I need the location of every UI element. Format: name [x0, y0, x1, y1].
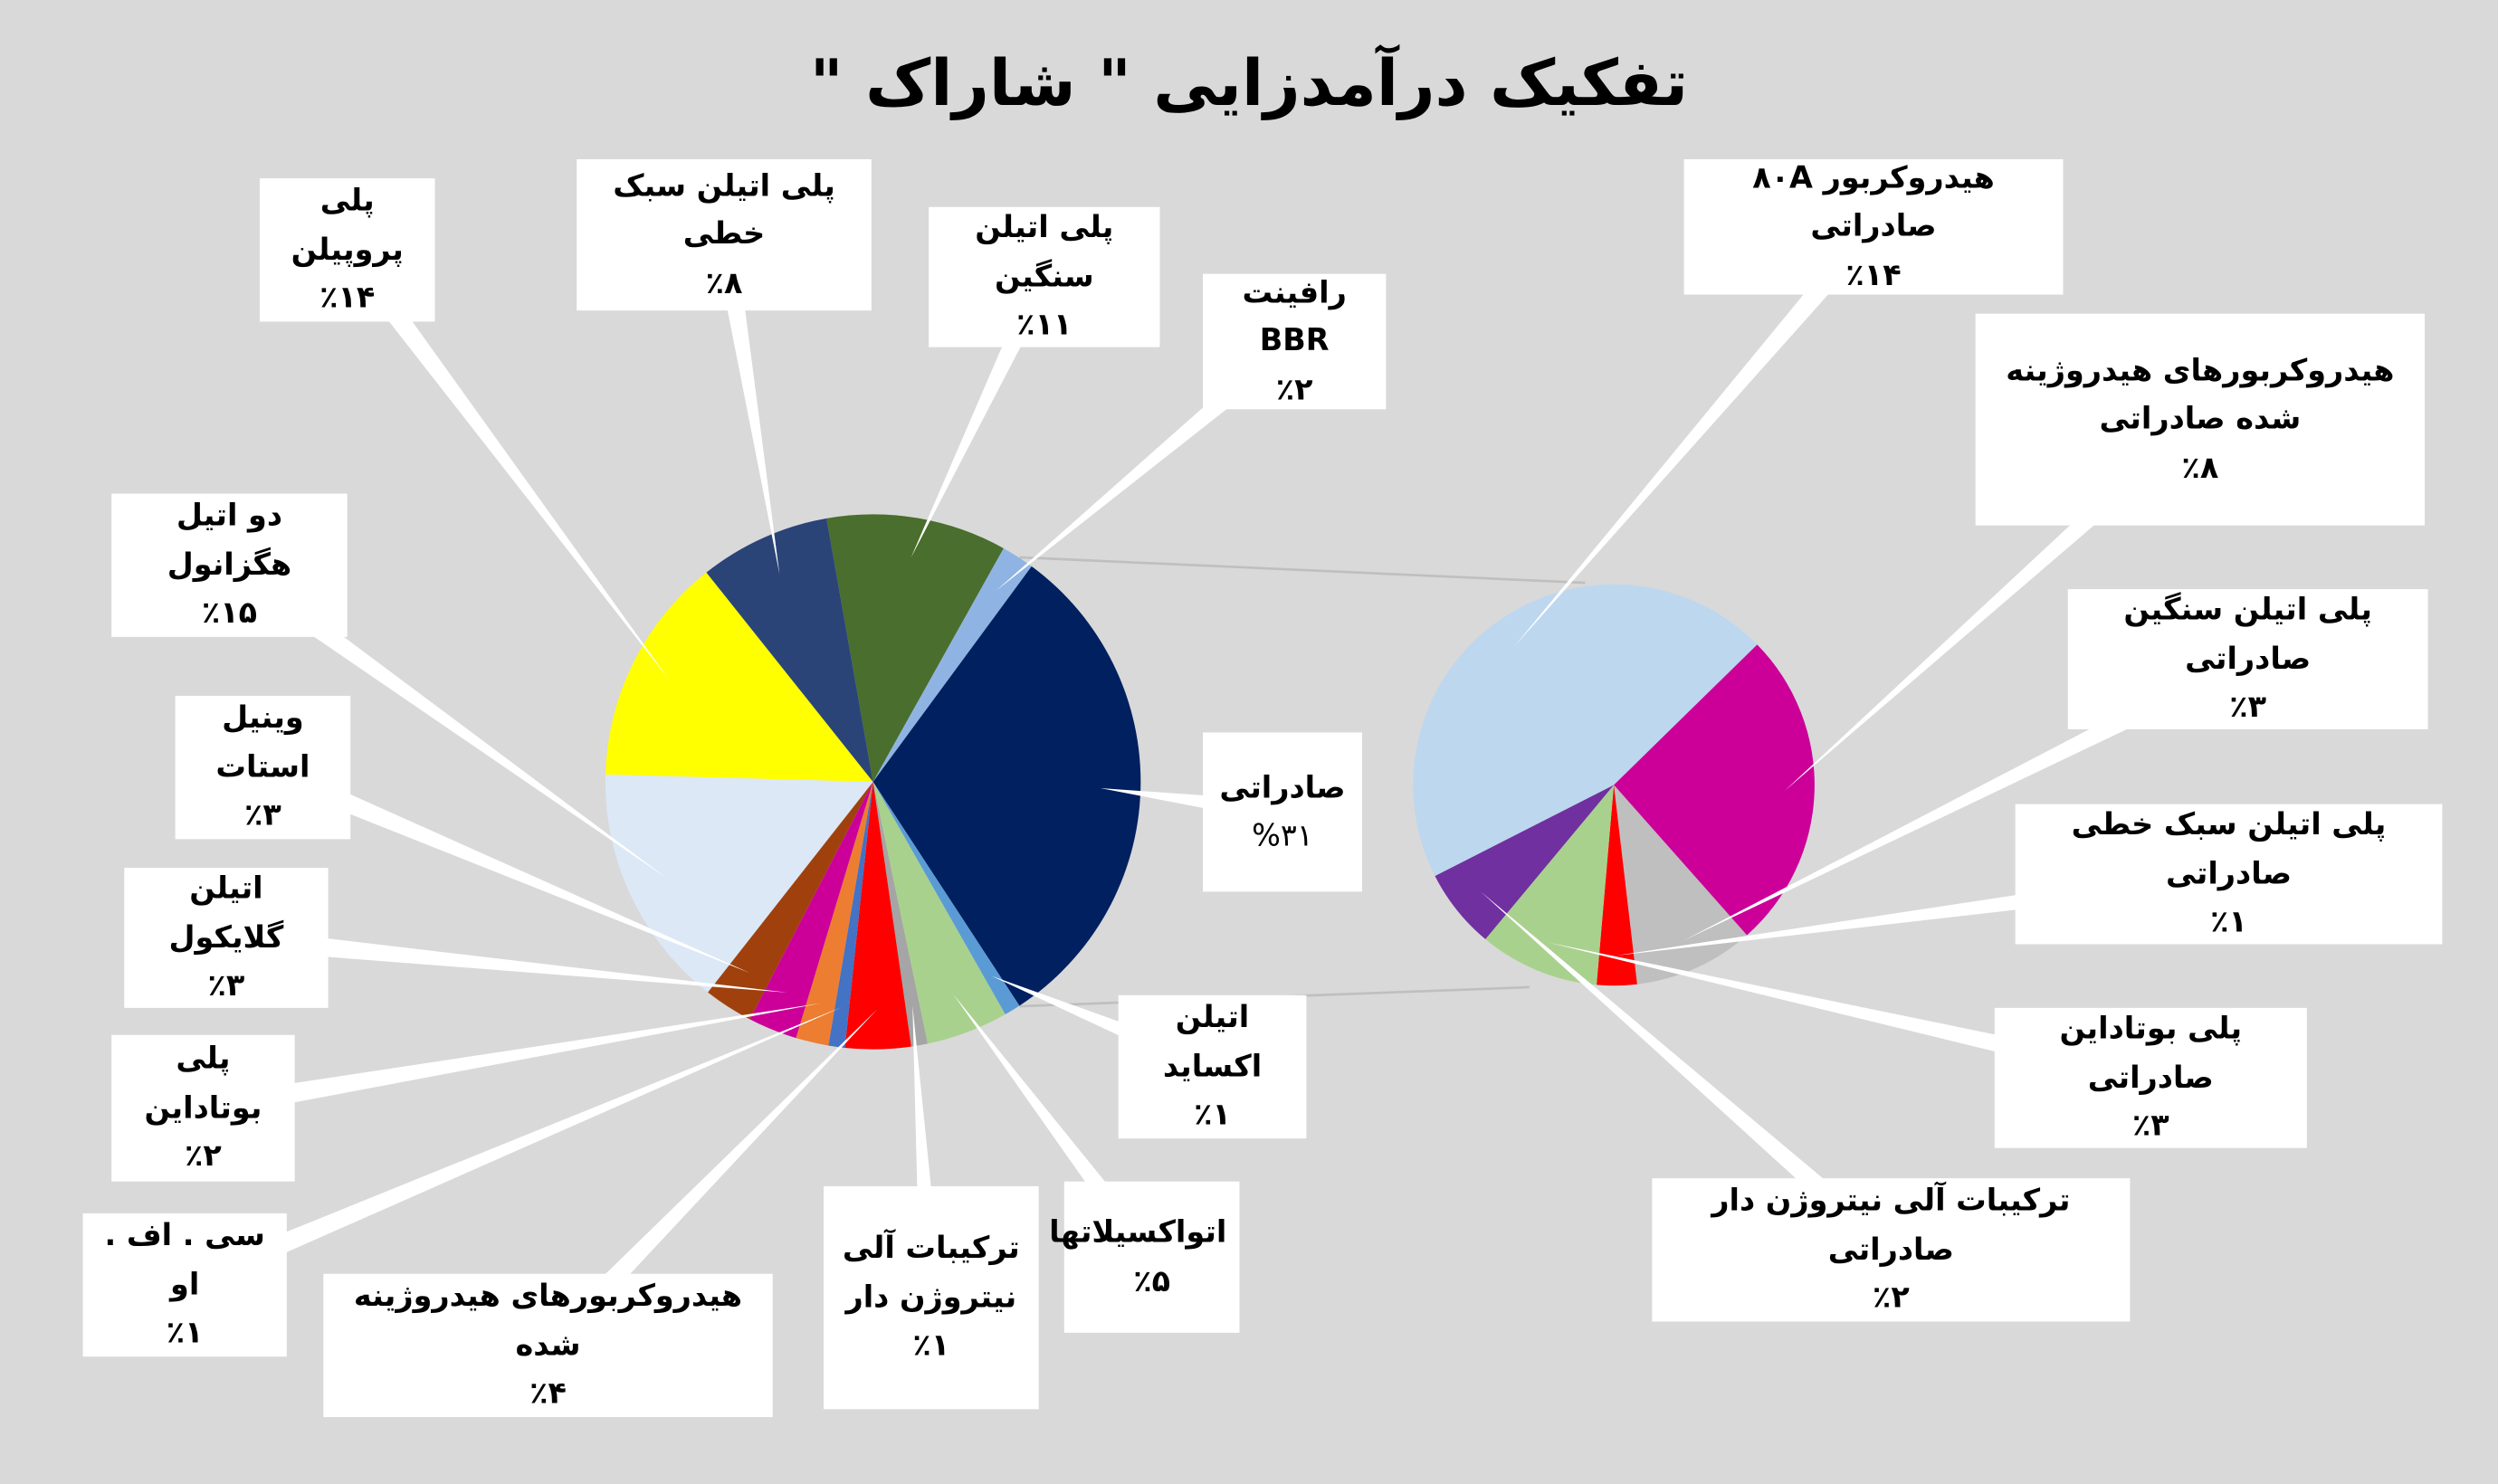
pie-slice: [1597, 785, 1637, 986]
pie-slice: [872, 781, 928, 1047]
label-box: ترکیبات آلی نیتروژن دار ٪۱: [824, 1185, 1039, 1410]
label-box: صادراتی ٣١%: [1202, 732, 1362, 892]
label-box: دو اتیل هگزانول ٪۱۵: [111, 493, 348, 637]
value-label: ٪۱۱: [1016, 307, 1073, 343]
value-label: ٪۱: [2210, 904, 2247, 940]
pie-slice: [1413, 584, 1758, 877]
label-box: سی . اف . او ٪۱: [82, 1213, 287, 1357]
category-label: پلی اتیلن سنگین صادراتی: [2123, 593, 2372, 677]
label-box: هیدروکربورهای هیدروژینه شده ٪۴: [323, 1273, 773, 1418]
label-box: پلی پروپیلن ٪۱۴: [259, 178, 435, 322]
value-label: ٪۲: [1872, 1280, 1910, 1316]
value-label: ٪۳: [2229, 690, 2267, 726]
category-label: وینیل استات: [215, 700, 310, 785]
label-box: پلی اتیلن سنگین ٪۱۱: [929, 206, 1160, 347]
value-label: ٪۱۴: [319, 281, 376, 316]
value-label: ٪۱: [912, 1327, 950, 1364]
pie-slice: [872, 781, 1006, 1044]
pie-slice: [605, 572, 873, 782]
label-box: پلی بوتاداین صادراتی ٪۳: [1994, 1007, 2307, 1148]
category-label: دو اتیل هگزانول: [167, 499, 292, 583]
value-label: ٪۲: [184, 1138, 222, 1175]
leader-line: [539, 1009, 878, 1354]
category-label: هیدروکربور ۸۰A صادراتی: [1752, 160, 1995, 244]
leader-line: [712, 233, 780, 575]
pie-slice: [844, 781, 911, 1050]
label-box: هیدروکربورهای هیدروژینه شده صادراتی ٪۸: [1975, 313, 2426, 526]
label-box: هیدروکربور ۸۰A صادراتی ٪۱۴: [1683, 158, 2064, 295]
category-label: اتیلن گلایکول: [168, 871, 284, 956]
label-box: پلی اتیلن سبک خطی صادراتی ٪۱: [2015, 804, 2443, 945]
label-box: اتیلن اکساید ٪۱: [1118, 994, 1307, 1139]
value-label: ٪۳: [243, 797, 281, 833]
leader-line: [1514, 219, 1883, 647]
leader-line: [258, 756, 750, 974]
label-box: وینیل استات ٪۳: [175, 695, 351, 840]
value-label: ٪۵: [1133, 1263, 1171, 1299]
pie-slice: [749, 781, 873, 1039]
category-label: هیدروکربورهای هیدروژینه شده: [353, 1279, 743, 1363]
pie-slice: [826, 514, 1004, 782]
category-label: هیدروکربورهای هیدروژینه شده صادراتی: [2006, 353, 2395, 437]
pie-slice: [872, 781, 1020, 1015]
label-box: پلی اتیلن سبک خطی ٪۸: [577, 158, 872, 311]
pie-slice: [872, 566, 1141, 1006]
pie-slice: [605, 774, 873, 993]
category-label: پلی پروپیلن: [291, 184, 404, 268]
label-box: پلی اتیلن سنگین صادراتی ٪۳: [2067, 589, 2428, 729]
pie-slice: [872, 547, 1032, 782]
category-label: ترکیبات آلی نیتروژن دار صادراتی: [1711, 1184, 2071, 1268]
value-label: ٪۲: [1275, 372, 1313, 407]
label-box: رافینت BBR ٪۲: [1202, 273, 1387, 410]
pie-slice: [1614, 785, 1748, 985]
pie-slice: [828, 781, 873, 1048]
pie-slice: [1485, 785, 1615, 985]
connector-line: [1019, 556, 1586, 585]
category-label: پلی بوتاداین: [144, 1042, 262, 1126]
label-box: پلی بوتاداین ٪۲: [111, 1034, 295, 1182]
value-label: ٪۸: [705, 265, 743, 301]
value-label: ٪۸: [2181, 450, 2219, 486]
category-label: پلی اتیلن سبک خطی صادراتی: [2071, 807, 2387, 892]
category-label: رافینت BBR: [1242, 275, 1347, 359]
value-label: ٪۱۴: [1845, 257, 1902, 293]
pie-slice: [1435, 785, 1615, 939]
category-label: اتیلن اکساید: [1162, 1000, 1263, 1084]
leader-line: [201, 1003, 822, 1119]
category-label: پلی بوتاداین صادراتی: [2059, 1012, 2243, 1096]
leader-line: [338, 243, 670, 680]
category-label: پلی اتیلن سنگین: [975, 211, 1114, 295]
leader-line: [1480, 891, 1899, 1259]
category-label: سی . اف . او: [104, 1218, 265, 1303]
pie-slice: [706, 518, 873, 782]
value-label: ٪۳: [207, 968, 245, 1004]
label-box: اتیلن گلایکول ٪۳: [124, 868, 329, 1008]
value-label: ٪۳: [2131, 1108, 2169, 1144]
category-label: اتواکسیلاتها: [1049, 1214, 1227, 1251]
label-box: اتواکسیلاتها ٪۵: [1049, 1181, 1240, 1333]
slices: [605, 514, 1815, 1050]
category-label: پلی اتیلن سبک خطی: [613, 168, 835, 252]
label-box: ترکیبات آلی نیتروژن دار صادراتی ٪۲: [1652, 1178, 2131, 1322]
value-label: ٣١%: [1252, 818, 1313, 854]
value-label: ٪۱: [166, 1315, 204, 1351]
category-label: صادراتی: [1219, 769, 1346, 805]
value-label: ٪۱: [1194, 1097, 1231, 1133]
pie-slice: [1614, 644, 1815, 936]
leader-line: [224, 927, 788, 993]
pie-slice: [796, 781, 873, 1046]
chart-title: تفکیک درآمدزایی " شاراک ": [809, 47, 1689, 121]
leader-line: [180, 1006, 843, 1296]
category-label: ترکیبات آلی نیتروژن دار: [842, 1231, 1020, 1316]
value-label: ٪۴: [529, 1375, 567, 1412]
value-label: ٪۱۵: [201, 595, 258, 632]
pie-slice: [708, 781, 873, 1020]
